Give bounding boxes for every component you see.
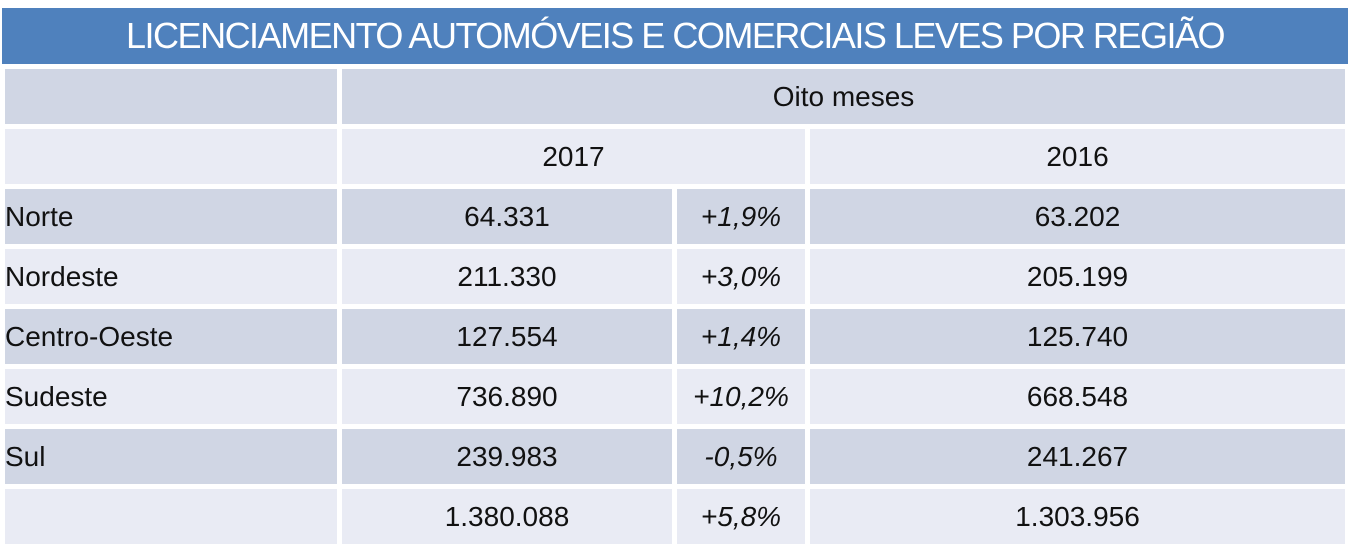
value-2016-cell: 63.202: [810, 189, 1346, 244]
region-label: Nordeste: [5, 249, 337, 304]
empty-total-label-cell: [5, 489, 337, 544]
table-row-total: 1.380.088 +5,8% 1.303.956: [5, 489, 1346, 544]
year-2016-header-cell: 2016: [810, 129, 1346, 184]
total-2016-cell: 1.303.956: [810, 489, 1346, 544]
value-2016-cell: 205.199: [810, 249, 1346, 304]
total-2017-cell: 1.380.088: [342, 489, 672, 544]
table-row-sudeste: Sudeste 736.890 +10,2% 668.548: [5, 369, 1346, 424]
region-label: Centro-Oeste: [5, 309, 337, 364]
empty-corner-cell: [5, 69, 337, 124]
header-row-period: Oito meses: [5, 69, 1346, 124]
region-licensing-table: Oito meses 2017 2016 Norte 64.331 +1,9% …: [0, 64, 1350, 549]
empty-corner-cell: [5, 129, 337, 184]
region-label: Sudeste: [5, 369, 337, 424]
value-2016-cell: 125.740: [810, 309, 1346, 364]
variation-cell: +10,2%: [677, 369, 805, 424]
title-banner: LICENCIAMENTO AUTOMÓVEIS E COMERCIAIS LE…: [2, 8, 1348, 64]
table-row-centro-oeste: Centro-Oeste 127.554 +1,4% 125.740: [5, 309, 1346, 364]
total-variation-cell: +5,8%: [677, 489, 805, 544]
value-2016-cell: 241.267: [810, 429, 1346, 484]
period-header-cell: Oito meses: [342, 69, 1346, 124]
value-2017-cell: 127.554: [342, 309, 672, 364]
region-label: Norte: [5, 189, 337, 244]
variation-cell: -0,5%: [677, 429, 805, 484]
page-title: LICENCIAMENTO AUTOMÓVEIS E COMERCIAIS LE…: [126, 15, 1225, 56]
variation-cell: +3,0%: [677, 249, 805, 304]
value-2017-cell: 64.331: [342, 189, 672, 244]
table-row-nordeste: Nordeste 211.330 +3,0% 205.199: [5, 249, 1346, 304]
value-2016-cell: 668.548: [810, 369, 1346, 424]
variation-cell: +1,9%: [677, 189, 805, 244]
value-2017-cell: 239.983: [342, 429, 672, 484]
region-label: Sul: [5, 429, 337, 484]
year-2017-header-cell: 2017: [342, 129, 805, 184]
variation-cell: +1,4%: [677, 309, 805, 364]
value-2017-cell: 736.890: [342, 369, 672, 424]
header-row-years: 2017 2016: [5, 129, 1346, 184]
value-2017-cell: 211.330: [342, 249, 672, 304]
table-row-sul: Sul 239.983 -0,5% 241.267: [5, 429, 1346, 484]
table-row-norte: Norte 64.331 +1,9% 63.202: [5, 189, 1346, 244]
